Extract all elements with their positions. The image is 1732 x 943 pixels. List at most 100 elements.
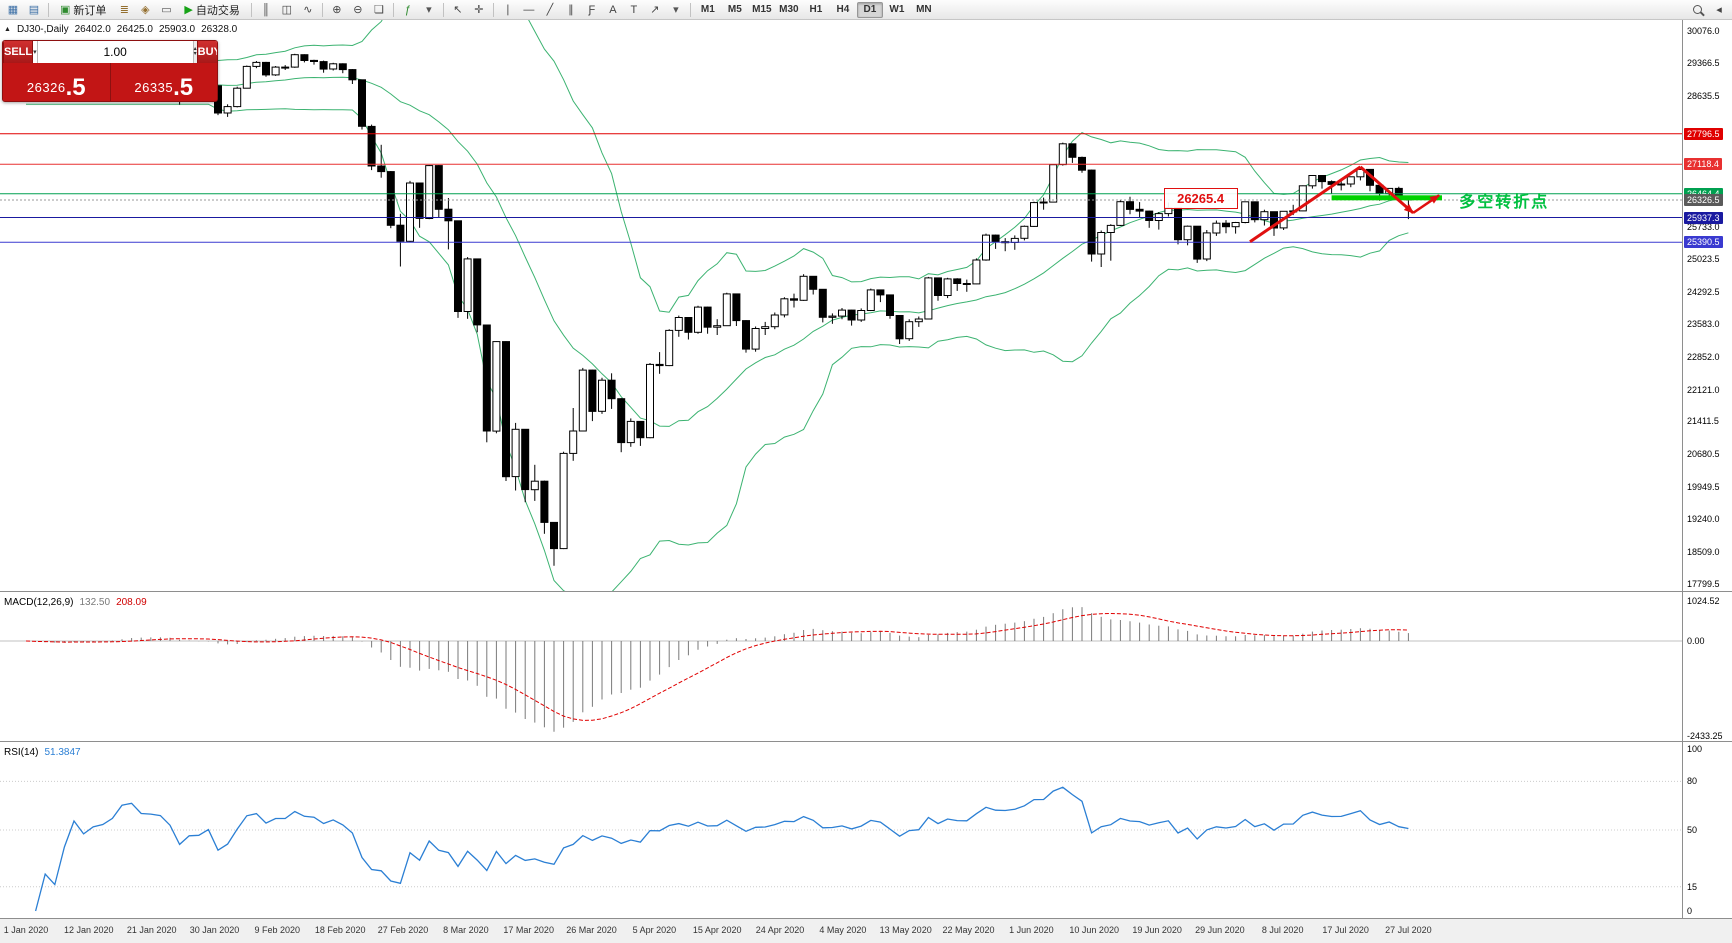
sell-price-frac: .5 (65, 74, 86, 101)
stepper-down-icon[interactable]: ▾ (193, 51, 197, 57)
turning-point-label[interactable]: 多空转折点 (1459, 193, 1550, 211)
fibonacci-icon[interactable]: Ƒ (588, 3, 596, 16)
channel-icon[interactable]: ∥ (568, 4, 574, 16)
rsi-label: RSI(14) 51.3847 (4, 747, 81, 758)
candlestick-chart-icon[interactable]: ◫ (281, 4, 293, 16)
search-icon[interactable] (1687, 1, 1707, 18)
macd-signal-line (25, 612, 1409, 721)
timeframe-m15-button[interactable]: M15 (752, 4, 772, 15)
price-scale[interactable]: 30076.0 29366.5 28635.5 25733.0 25023.5 24292… (1683, 0, 1732, 943)
price-tick: 24292.5 (1687, 286, 1720, 297)
new-chart-icon[interactable]: ▦ (7, 4, 19, 16)
price-tick: 25733.0 (1687, 221, 1720, 232)
timeframe-h1-button[interactable]: H1 (809, 4, 823, 15)
zoom-in-icon[interactable]: ⊕ (332, 4, 342, 16)
date-label: 30 Jan 2020 (189, 925, 240, 935)
trend-arrow-bounce[interactable] (1412, 194, 1440, 214)
price-annotation-box[interactable]: 26265.4 (1163, 187, 1238, 209)
date-label: 27 Jul 2020 (1385, 925, 1432, 935)
timeframe-d1-button[interactable]: D1 (856, 1, 883, 18)
zoom-out-icon[interactable]: ⊖ (353, 4, 363, 16)
auto-trading-button-icon: ▶ (184, 4, 193, 16)
oneclick-top-row: SELL ▾ ▴ ▾ BUY (3, 41, 217, 63)
timeframe-h4-button[interactable]: H4 (836, 4, 850, 15)
arrows-icon[interactable]: ↗ (650, 4, 660, 16)
date-label: 29 Jun 2020 (1195, 925, 1245, 935)
rsi-tick: 15 (1687, 881, 1698, 892)
stepper-up-icon[interactable]: ▴ (193, 46, 197, 52)
rsi-value: 51.3847 (44, 747, 81, 758)
price-badge-27796-5: 27796.5 (1684, 127, 1723, 140)
vertical-line-icon[interactable]: ∣ (505, 4, 511, 16)
rsi-line (34, 786, 1409, 912)
date-label: 18 Feb 2020 (314, 925, 366, 935)
buy-price-frac: .5 (173, 74, 194, 101)
macd-main-value: 132.50 (79, 597, 111, 608)
ohlc-low: 25903.0 (158, 24, 196, 35)
date-label: 12 Jan 2020 (64, 925, 114, 935)
date-label: 4 May 2020 (819, 925, 867, 935)
market-watch-icon[interactable]: ≣ (119, 4, 130, 16)
trend-arrow-down[interactable] (1359, 165, 1415, 215)
buy-button[interactable]: BUY (196, 41, 217, 63)
buy-price[interactable]: 26335.5 (111, 63, 218, 101)
line-chart-icon[interactable]: ∿ (303, 4, 313, 16)
price-tick: 30076.0 (1687, 25, 1720, 36)
auto-trading-button[interactable]: ▶ 自动交易 (177, 1, 246, 18)
price-tick: 25023.5 (1687, 253, 1720, 264)
terminal-icon[interactable]: ▭ (161, 4, 172, 16)
volume-dropdown[interactable]: ▾ (33, 41, 38, 63)
date-label: 10 Jun 2020 (1069, 925, 1119, 935)
price-tick: 19949.5 (1687, 482, 1720, 493)
cursor-icon[interactable]: ↖ (453, 4, 463, 16)
timeframe-m1-button[interactable]: M1 (700, 4, 715, 15)
arrows-dropdown[interactable]: ▾ (673, 4, 679, 16)
time-scale[interactable]: 1 Jan 2020 12 Jan 2020 21 Jan 2020 30 Jan 2… (0, 919, 1732, 943)
rsi-panel[interactable] (0, 780, 1682, 912)
volume-input[interactable] (37, 41, 194, 63)
oneclick-price-row: 26326.5 26335.5 (3, 63, 218, 101)
turning-point-bar[interactable] (1331, 195, 1442, 201)
date-label: 1 Jun 2020 (1009, 925, 1054, 935)
macd-tick: 1024.52 (1687, 595, 1720, 606)
timeframe-mn-button[interactable]: MN (916, 4, 932, 15)
price-badge-25390-5: 25390.5 (1684, 236, 1723, 249)
horizontal-line-icon[interactable]: ― (523, 3, 535, 16)
price-tick: 21411.5 (1687, 416, 1719, 427)
date-label: 27 Feb 2020 (377, 925, 429, 935)
volume-stepper[interactable]: ▴ ▾ (193, 41, 197, 63)
toolbar-overflow-arrow[interactable]: ◂ (1716, 4, 1722, 16)
date-label: 17 Jul 2020 (1322, 925, 1369, 935)
new-order-button[interactable]: ▣ 新订单 (53, 1, 113, 18)
sell-button[interactable]: SELL (3, 41, 34, 63)
price-divider (109, 63, 111, 101)
rsi-tick: 100 (1687, 744, 1703, 754)
price-badge-26326-5: 26326.5 (1684, 193, 1723, 206)
bar-chart-icon[interactable]: ║ (261, 3, 270, 16)
indicators-icon[interactable]: ƒ (404, 3, 411, 16)
toolbar-separator (689, 2, 691, 17)
timeframe-w1-button[interactable]: W1 (889, 4, 905, 15)
price-tick: 19240.0 (1687, 514, 1720, 525)
trendline-icon[interactable]: ╱ (546, 4, 554, 16)
text-icon[interactable]: A (609, 3, 617, 16)
price-tick: 22121.0 (1687, 384, 1720, 395)
timeframe-m30-button[interactable]: M30 (779, 4, 799, 15)
timeframe-m5-button[interactable]: M5 (727, 4, 742, 15)
toolbar-separator (492, 2, 494, 17)
tile-windows-icon[interactable]: ❏ (373, 4, 384, 16)
chart-profiles-icon[interactable]: ▤ (28, 4, 40, 16)
oneclick-collapse-icon[interactable]: ▲ (4, 26, 11, 33)
buy-price-main: 26335 (134, 80, 174, 95)
rsi-name: RSI(14) (4, 747, 39, 758)
navigator-icon[interactable]: ◈ (141, 4, 150, 16)
trend-arrow-up[interactable] (1249, 165, 1362, 243)
macd-tick: 0.00 (1687, 636, 1705, 646)
sell-price[interactable]: 26326.5 (3, 63, 110, 101)
main-chart-panel[interactable] (0, 0, 1682, 600)
macd-panel[interactable] (0, 607, 1682, 732)
crosshair-icon[interactable]: ✛ (474, 4, 484, 16)
indicators-dropdown[interactable]: ▾ (426, 4, 432, 16)
label-icon[interactable]: T (630, 3, 638, 16)
